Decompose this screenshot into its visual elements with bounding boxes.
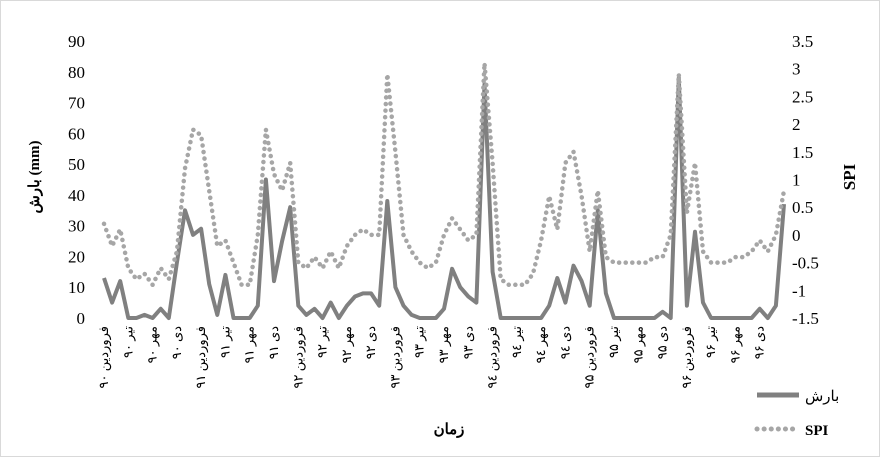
x-tick-label: فروردین ۹۵ <box>582 326 598 388</box>
x-tick-label: تیر ۹۶ <box>703 326 719 358</box>
left-tick-label: 80 <box>68 63 85 82</box>
x-tick-label: مهر ۹۶ <box>727 326 743 363</box>
x-tick-label: مهر ۹٤ <box>533 326 549 363</box>
right-tick-label: 1.5 <box>792 143 813 162</box>
right-axis-ticks: -1.5 -1 -0.5 0 0.5 1 1.5 2 2.5 3 3.5 <box>792 32 819 328</box>
x-tick-label: فروردین ۹۶ <box>679 326 695 388</box>
spi-line <box>101 60 787 288</box>
right-axis-label: SPI <box>840 163 859 190</box>
x-tick-label: فروردین ۹۲ <box>290 326 306 388</box>
x-tick-label: مهر ۹۱ <box>242 326 258 363</box>
x-tick-label: دی ۹۰ <box>169 326 184 359</box>
right-tick-label: 1 <box>792 171 801 190</box>
left-tick-label: 20 <box>68 247 85 266</box>
right-tick-label: 2 <box>792 115 801 134</box>
right-tick-label: -1 <box>792 281 806 300</box>
series-lines <box>101 60 787 320</box>
left-axis-ticks: 0 10 20 30 40 50 60 70 80 90 <box>68 32 85 328</box>
x-tick-label: تیر ۹۲ <box>315 326 331 358</box>
x-tick-label: تیر ۹۱ <box>217 326 233 358</box>
x-tick-label: تیر ۹۳ <box>412 326 428 358</box>
left-tick-label: 60 <box>68 124 85 143</box>
legend-label-spi: SPI <box>805 423 829 439</box>
right-tick-label: -0.5 <box>792 254 819 273</box>
x-tick-label: فروردین ۹۳ <box>387 326 403 388</box>
x-tick-label: مهر ۹۳ <box>436 326 452 363</box>
right-tick-label: 0.5 <box>792 198 813 217</box>
x-tick-label: فروردین ۹٤ <box>485 326 501 388</box>
x-tick-label: دی ۹۳ <box>460 326 475 359</box>
right-tick-label: 2.5 <box>792 87 813 106</box>
x-tick-label: دی ۹۶ <box>752 326 767 359</box>
x-tick-label: دی ۹۱ <box>266 326 281 359</box>
x-tick-label: تیر ۹۵ <box>606 326 622 358</box>
left-tick-label: 40 <box>68 186 85 205</box>
left-tick-label: 30 <box>68 217 85 236</box>
x-tick-label: مهر ۹۰ <box>145 326 161 363</box>
x-axis-label: زمان <box>434 422 465 438</box>
left-tick-label: 70 <box>68 94 85 113</box>
x-tick-label: تیر ۹٤ <box>509 326 525 358</box>
right-tick-label: 3 <box>792 60 801 79</box>
x-tick-label: فروردین ۹۰ <box>96 326 112 388</box>
x-tick-label: دی ۹۲ <box>363 326 378 359</box>
right-tick-label: -1.5 <box>792 309 819 328</box>
legend-label-precip: بارش <box>805 389 839 405</box>
right-tick-label: 3.5 <box>792 32 813 51</box>
right-tick-label: 0 <box>792 226 801 245</box>
left-tick-label: 10 <box>68 278 85 297</box>
x-tick-label: دی ۹۵ <box>655 326 670 359</box>
x-tick-label: دی ۹٤ <box>557 326 572 359</box>
x-tick-label: تیر ۹۰ <box>120 326 136 358</box>
x-tick-label: فروردین ۹۱ <box>193 326 209 388</box>
x-axis-ticks: فروردین ۹۰ تیر ۹۰ مهر ۹۰ دی ۹۰ فروردین ۹۱ تیر… <box>96 326 767 389</box>
precipitation-line <box>102 75 786 320</box>
left-tick-label: 50 <box>68 155 85 174</box>
legend: بارش SPI <box>754 389 839 439</box>
x-tick-label: مهر ۹۵ <box>630 326 646 363</box>
left-axis-label: بارش (mm) <box>27 140 43 213</box>
left-tick-label: 90 <box>68 32 85 51</box>
x-tick-label: مهر ۹۲ <box>339 326 355 363</box>
left-tick-label: 0 <box>77 309 86 328</box>
